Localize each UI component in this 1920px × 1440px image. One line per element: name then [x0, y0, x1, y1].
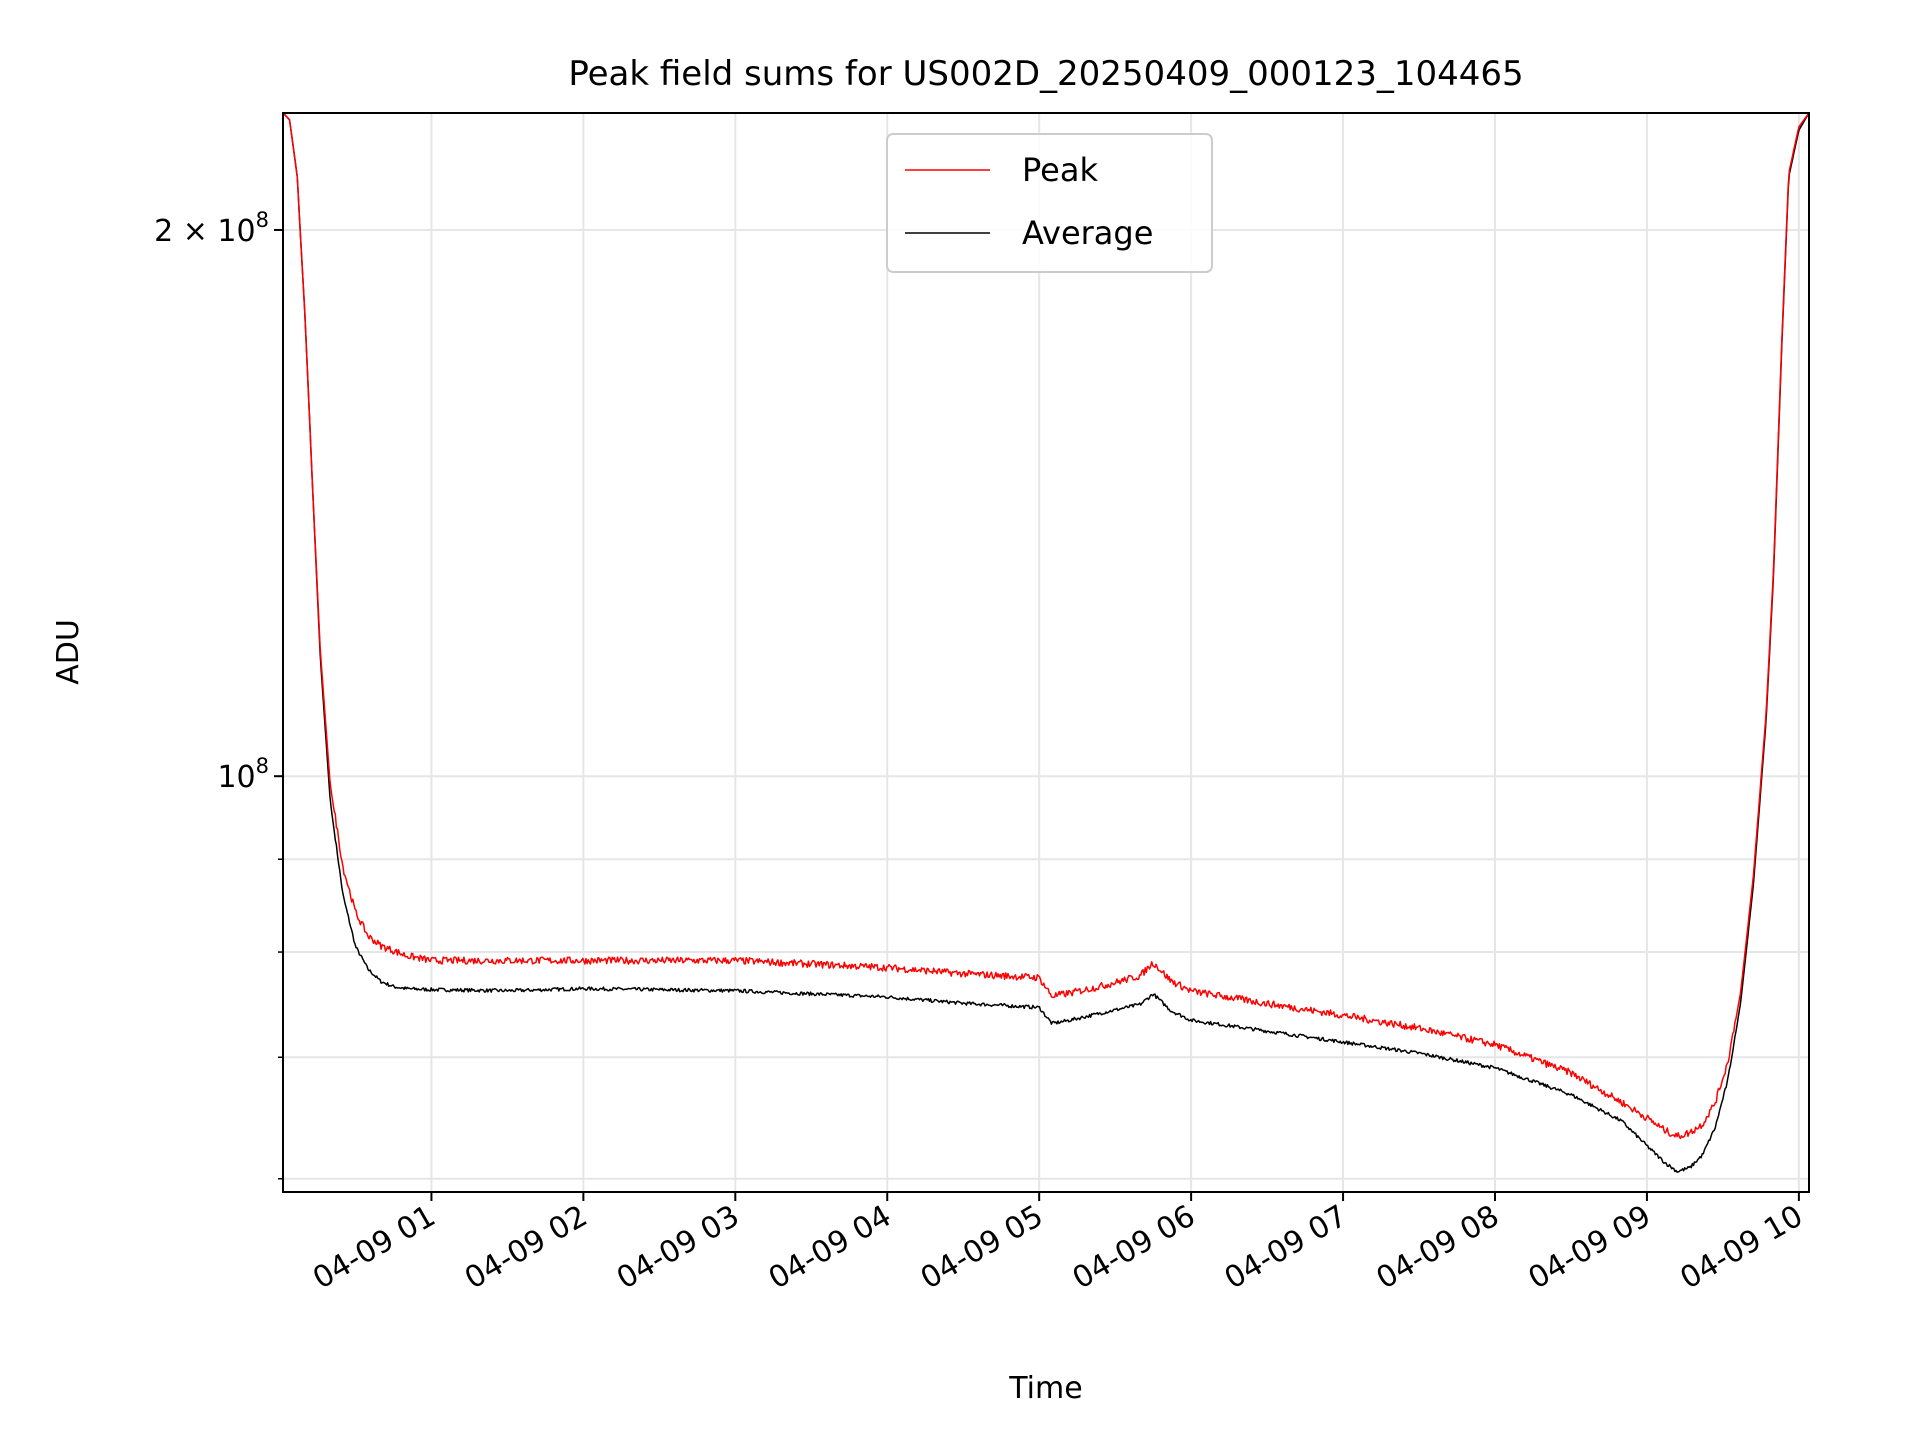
- series-line-peak: [283, 113, 1809, 1140]
- legend: Peak Average: [886, 133, 1213, 273]
- plot-frame: [282, 112, 1810, 1193]
- y-tick-label: 2 × 108: [154, 208, 269, 249]
- legend-average-label: Average: [1022, 214, 1153, 252]
- series-group: [283, 113, 1809, 1173]
- legend-box: [886, 133, 1213, 273]
- legend-peak-label: Peak: [1022, 151, 1098, 189]
- y-tick-label: 108: [217, 754, 269, 795]
- x-axis-label: Time: [1008, 1371, 1082, 1406]
- chart-title: Peak field sums for US002D_20250409_0001…: [568, 54, 1523, 94]
- series-line-average: [283, 113, 1809, 1173]
- y-axis-label: ADU: [51, 619, 86, 685]
- y-axis: 2 × 108 108: [154, 208, 283, 1180]
